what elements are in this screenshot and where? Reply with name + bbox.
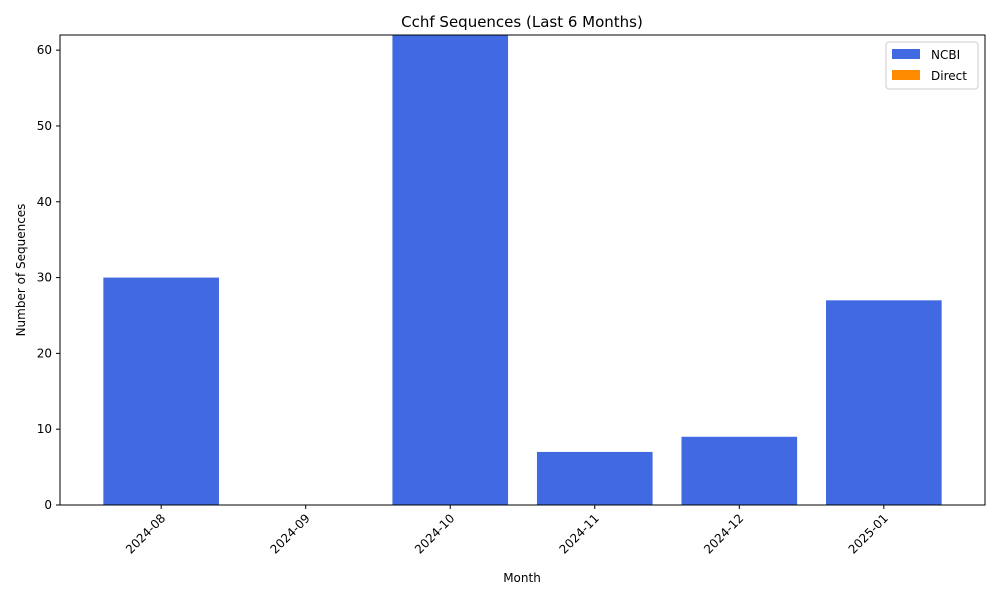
legend-label-ncbi: NCBI [931,48,960,62]
x-tick-label: 2024-10 [412,511,457,556]
x-tick-label: 2024-11 [557,511,602,556]
y-tick-label: 60 [37,43,52,57]
bar-ncbi-2025-01 [826,300,942,505]
y-tick-label: 30 [37,271,52,285]
y-axis-label: Number of Sequences [14,204,28,337]
bars-layer [103,35,942,505]
legend-swatch-ncbi [892,49,920,59]
x-tick-label: 2025-01 [846,511,891,556]
x-tick-label: 2024-08 [123,511,168,556]
x-tick-label: 2024-09 [267,511,312,556]
chart-title: Cchf Sequences (Last 6 Months) [401,13,643,31]
bar-ncbi-2024-10 [392,35,509,505]
x-tick-label: 2024-12 [701,511,746,556]
y-tick-label: 0 [44,498,52,512]
legend: NCBI Direct [885,41,979,90]
y-tick-label: 10 [37,422,52,436]
y-tick-label: 20 [37,346,52,360]
plot-frame [59,34,986,506]
x-axis-label: Month [503,571,541,585]
bar-ncbi-2024-12 [681,436,798,505]
y-tick-label: 50 [37,119,52,133]
y-tick-label: 40 [37,195,52,209]
legend-label-direct: Direct [931,69,967,83]
legend-swatch-direct [892,70,920,80]
bar-ncbi-2024-08 [103,277,219,505]
bar-ncbi-2024-11 [536,451,653,505]
